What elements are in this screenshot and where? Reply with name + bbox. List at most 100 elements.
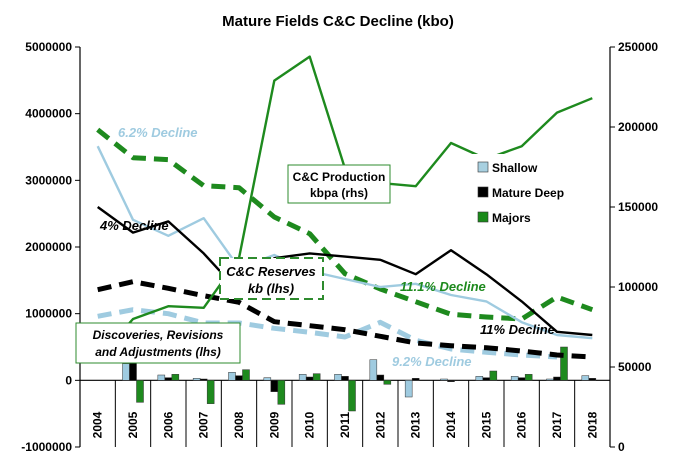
bar-majors [489, 370, 498, 381]
x-tick-label: 2015 [479, 411, 493, 438]
bar-majors [171, 374, 180, 381]
bar-shallow [369, 359, 378, 381]
reserves-line-shallow [97, 307, 558, 360]
bar-majors [206, 380, 215, 404]
legend-label: Shallow [492, 161, 538, 175]
bar-deep [376, 374, 385, 381]
y-right-tick-label: 0 [618, 440, 625, 454]
discovery-bars [122, 346, 597, 412]
bar-shallow [228, 372, 236, 381]
bar-majors [277, 380, 286, 405]
y-left-tick-label: 1000000 [25, 307, 72, 321]
legend-swatch [477, 161, 489, 173]
x-tick-label: 2006 [161, 411, 175, 438]
bar-deep [553, 376, 561, 381]
bar-deep [341, 376, 349, 381]
reserves-box-line: kb (lhs) [248, 281, 294, 296]
production-box-line: C&C Production [293, 170, 386, 184]
y-right-tick-label: 50000 [618, 360, 652, 374]
y-left-tick-label: 3000000 [25, 173, 72, 187]
y-right-tick-label: 150000 [618, 200, 658, 214]
bar-shallow [157, 374, 166, 381]
production-line-shallow [96, 145, 593, 340]
production-line-deep [96, 206, 593, 337]
x-tick-label: 2004 [91, 411, 105, 438]
bar-shallow [546, 378, 554, 381]
x-tick-label: 2007 [197, 411, 211, 438]
bar-majors [560, 346, 568, 381]
x-tick-label: 2009 [267, 411, 281, 438]
bar-shallow [192, 378, 201, 381]
bar-majors [348, 380, 356, 412]
bar-majors [136, 380, 144, 403]
legend-swatch [477, 186, 489, 198]
x-tick-label: 2014 [444, 411, 458, 438]
decline-annotation: 11% Decline [480, 322, 555, 337]
bar-deep [305, 376, 314, 381]
bar-shallow [122, 363, 130, 381]
bar-deep [588, 378, 597, 381]
x-tick-label: 2016 [515, 411, 529, 438]
bar-shallow [510, 376, 519, 381]
production-box [287, 164, 391, 204]
reserves-box [219, 257, 324, 300]
y-left-tick-label: 0 [65, 373, 72, 387]
x-tick-label: 2012 [373, 411, 387, 438]
bar-majors [242, 369, 250, 381]
decline-annotation: 9.2% Decline [392, 354, 472, 369]
discoveries-box-line: and Adjustments (lhs) [95, 345, 221, 359]
y-right-tick-label: 250000 [618, 40, 658, 54]
bar-deep [517, 377, 526, 381]
bar-deep [270, 380, 279, 392]
decline-annotation: 6.2% Decline [118, 125, 198, 140]
bar-shallow [440, 378, 448, 381]
bar-shallow [475, 376, 484, 381]
bar-deep [411, 378, 420, 381]
legend-label: Majors [492, 211, 531, 225]
bar-deep [482, 377, 491, 381]
y-right-tick-label: 200000 [618, 120, 658, 134]
bar-majors [312, 373, 321, 381]
x-tick-label: 2017 [550, 411, 564, 438]
bar-deep [129, 362, 137, 381]
y-left-tick-label: 5000000 [25, 40, 72, 54]
reserves-line-majors [96, 127, 594, 322]
bar-shallow [263, 377, 272, 381]
x-tick-label: 2010 [303, 411, 317, 438]
y-left-tick-label: 4000000 [25, 107, 72, 121]
bar-shallow [404, 380, 413, 398]
production-box-line: kbpa (rhs) [310, 186, 368, 200]
legend-label: Mature Deep [492, 186, 564, 200]
y-right-tick-label: 100000 [618, 280, 658, 294]
y-left-tick-label: -1000000 [21, 440, 72, 454]
x-tick-label: 2011 [338, 412, 352, 438]
bar-deep [199, 378, 208, 381]
legend: Shallow Mature Deep Majors [472, 154, 594, 230]
y-left-tick-label: 2000000 [25, 240, 72, 254]
decline-annotation: 11.1% Decline [400, 279, 486, 294]
x-tick-label: 2008 [232, 411, 246, 438]
bar-deep [164, 377, 173, 381]
discoveries-box-line: Discoveries, Revisions [93, 328, 224, 342]
reserves-line-deep [97, 279, 593, 360]
legend-box [472, 154, 594, 230]
chart-title: Mature Fields C&C Decline (kbo) [222, 13, 454, 30]
axes: -100000001000000200000030000004000000500… [21, 40, 658, 454]
x-tick-label: 2005 [126, 411, 140, 438]
x-tick-label: 2018 [585, 411, 599, 438]
bar-deep [447, 380, 455, 382]
annotations: 6.2% Decline 4% Decline 11.1% Decline 11% D… [75, 125, 555, 369]
bar-shallow [334, 374, 342, 381]
bar-deep [235, 375, 243, 381]
bar-majors [383, 380, 392, 385]
legend-swatch [477, 211, 489, 223]
series-lines [96, 55, 594, 360]
bar-majors [524, 374, 533, 381]
bar-shallow [298, 374, 307, 381]
x-tick-label: 2013 [409, 411, 423, 438]
reserves-box-line: C&C Reserves [226, 264, 316, 279]
discoveries-box [75, 322, 241, 364]
bar-shallow [581, 375, 590, 381]
decline-annotation: 4% Decline [99, 218, 169, 233]
